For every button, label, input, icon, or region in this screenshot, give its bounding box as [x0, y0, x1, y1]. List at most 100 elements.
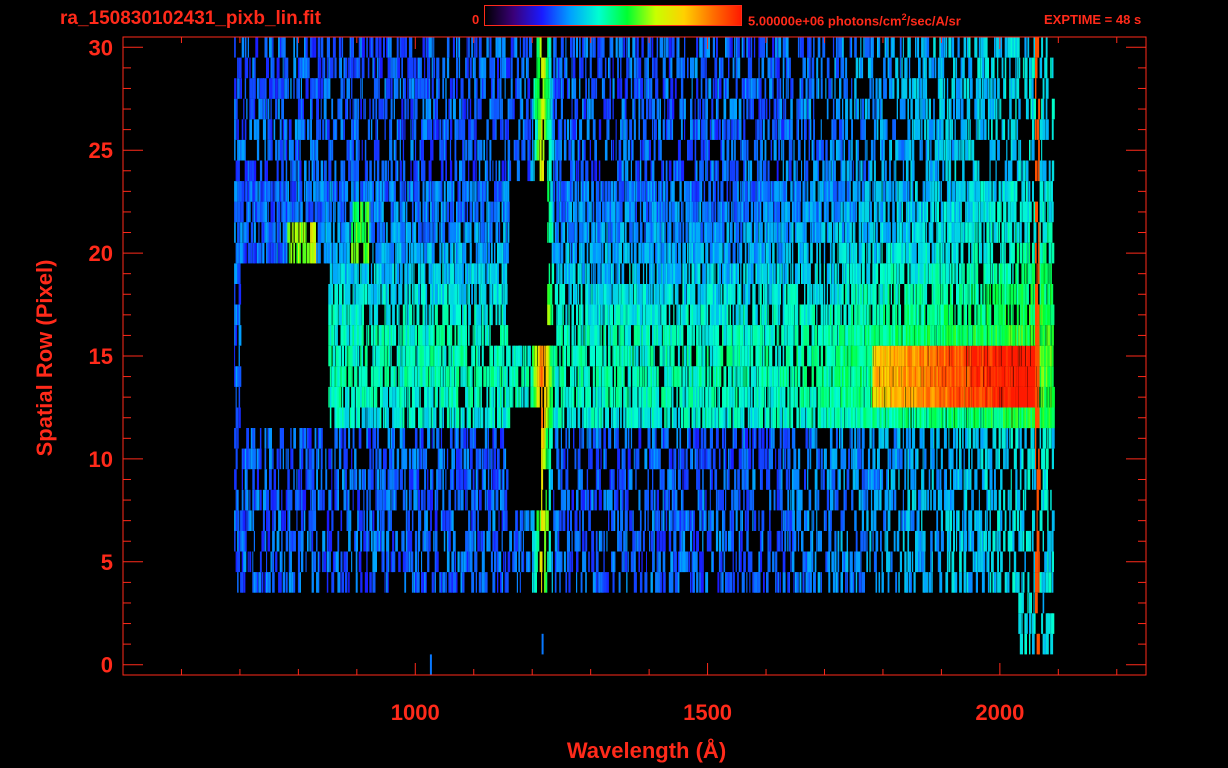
- heatmap-cell: [1038, 263, 1041, 284]
- heatmap-cell: [673, 407, 676, 429]
- heatmap-cell: [664, 284, 667, 305]
- heatmap-cell: [867, 448, 871, 470]
- heatmap-cell: [471, 386, 473, 408]
- heatmap-cell: [1004, 325, 1007, 346]
- heatmap-cell: [791, 386, 795, 408]
- heatmap-cell: [436, 386, 438, 408]
- heatmap-cell: [883, 304, 886, 326]
- heatmap-cell: [618, 469, 621, 490]
- heatmap-cell: [703, 325, 705, 346]
- heatmap-cell: [1033, 469, 1037, 490]
- heatmap-cell: [977, 304, 980, 326]
- heatmap-cell: [697, 366, 700, 387]
- heatmap-cell: [579, 263, 582, 284]
- heatmap-cell: [1041, 366, 1044, 387]
- heatmap-cell: [943, 407, 946, 429]
- heatmap-cell: [395, 284, 397, 305]
- heatmap-cell: [763, 263, 767, 284]
- heatmap-cell: [791, 366, 795, 387]
- heatmap-cell: [763, 304, 766, 326]
- heatmap-cell: [633, 284, 636, 305]
- heatmap-cell: [940, 386, 944, 408]
- heatmap-cell: [446, 448, 449, 470]
- heatmap-cell: [583, 366, 587, 387]
- heatmap-cell: [948, 530, 952, 552]
- heatmap-cell: [287, 489, 290, 511]
- heatmap-cell: [1009, 407, 1012, 429]
- heatmap-cell: [939, 407, 942, 429]
- heatmap-cell: [255, 489, 258, 511]
- heatmap-cell: [849, 304, 852, 326]
- heatmap-cell: [1022, 304, 1026, 326]
- heatmap-cell: [395, 530, 398, 552]
- heatmap-cell: [345, 407, 347, 429]
- heatmap-cell: [418, 345, 421, 367]
- heatmap-cell: [577, 386, 580, 408]
- heatmap-cell: [731, 448, 734, 470]
- heatmap-cell: [386, 304, 389, 326]
- heatmap-cell: [609, 469, 612, 490]
- heatmap-cell: [623, 551, 625, 573]
- heatmap-cell: [626, 284, 628, 305]
- heatmap-cell: [1033, 284, 1036, 305]
- heatmap-cell: [1038, 386, 1040, 408]
- heatmap-cell: [653, 304, 656, 326]
- heatmap-cell: [728, 284, 730, 305]
- heatmap-cell: [738, 448, 742, 470]
- heatmap-cell: [459, 304, 461, 326]
- heatmap-cell: [325, 469, 328, 490]
- heatmap-cell: [911, 489, 915, 511]
- heatmap-cell: [570, 284, 572, 305]
- heatmap-cell: [548, 263, 551, 284]
- heatmap-cell: [589, 284, 591, 305]
- heatmap-cell: [949, 407, 953, 429]
- heatmap-cell: [452, 469, 455, 490]
- heatmap-cell: [644, 284, 648, 305]
- heatmap-cell: [335, 366, 338, 387]
- heatmap-cell: [969, 510, 973, 531]
- heatmap-cell: [690, 510, 692, 531]
- heatmap-cell: [679, 386, 682, 408]
- heatmap-cell: [560, 489, 564, 511]
- heatmap-cell: [694, 263, 697, 284]
- heatmap-cell: [270, 489, 273, 511]
- heatmap-cell: [924, 284, 926, 305]
- heatmap-cell: [390, 551, 393, 573]
- heatmap-cell: [468, 510, 471, 531]
- heatmap-cell: [880, 386, 883, 408]
- heatmap-cell: [544, 428, 547, 449]
- heatmap-cell: [714, 366, 717, 387]
- heatmap-cell: [541, 345, 544, 367]
- heatmap-cell: [834, 263, 837, 284]
- heatmap-cell: [840, 386, 843, 408]
- heatmap-cell: [539, 510, 543, 531]
- heatmap-cell: [823, 325, 827, 346]
- heatmap-cell: [390, 345, 392, 367]
- heatmap-cell: [241, 242, 245, 264]
- heatmap-cell: [547, 448, 549, 470]
- heatmap-cell: [860, 386, 864, 408]
- heatmap-cell: [1015, 325, 1018, 346]
- heatmap-cell: [387, 572, 389, 593]
- heatmap-cell: [348, 284, 351, 305]
- heatmap-cell: [934, 304, 937, 326]
- heatmap-cell: [305, 448, 308, 470]
- heatmap-cell: [699, 448, 701, 470]
- heatmap-cell: [338, 366, 341, 387]
- heatmap-cell: [965, 428, 968, 449]
- heatmap-cell: [706, 366, 709, 387]
- heatmap-cell: [969, 284, 971, 305]
- heatmap-cell: [436, 489, 439, 511]
- heatmap-cell: [338, 345, 342, 367]
- heatmap-cell: [866, 366, 870, 387]
- heatmap-cell: [655, 407, 658, 429]
- heatmap-cell: [335, 284, 339, 305]
- heatmap-cell: [566, 407, 570, 429]
- heatmap-cell: [732, 366, 735, 387]
- heatmap-cell: [413, 345, 416, 367]
- heatmap-cell: [787, 448, 790, 470]
- heatmap-cell: [665, 325, 668, 346]
- heatmap-cell: [756, 345, 759, 367]
- heatmap-cell: [316, 469, 318, 490]
- heatmap-cell: [1030, 263, 1032, 284]
